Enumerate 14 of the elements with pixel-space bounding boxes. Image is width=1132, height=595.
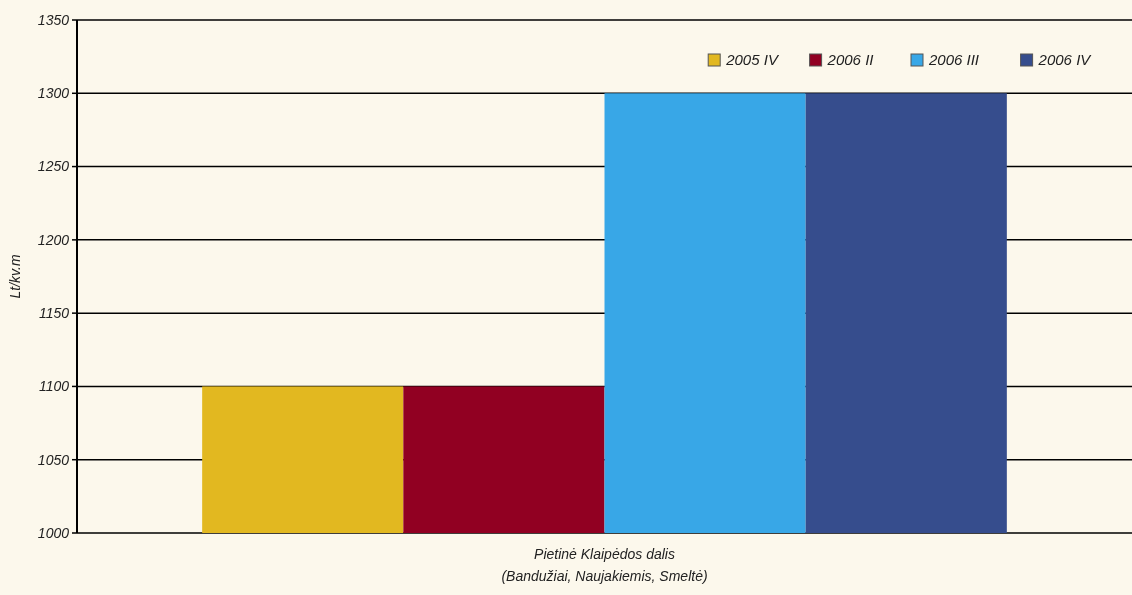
legend-label: 2006 II <box>826 51 874 69</box>
y-tick-label: 1200 <box>37 231 70 248</box>
y-tick-label: 1350 <box>37 11 70 28</box>
y-tick-label: 1000 <box>37 524 70 541</box>
legend-label: 2006 III <box>928 51 980 69</box>
legend-label: 2005 IV <box>725 51 780 69</box>
y-tick-label: 1100 <box>38 378 70 395</box>
y-tick-label: 1050 <box>37 451 70 468</box>
y-tick-label: 1250 <box>37 158 70 175</box>
x-tick-label: Pietinė Klaipėdos dalis (Bandužiai, Naujakiemis, Smeltė) <box>501 546 708 584</box>
y-axis-title: Lt/kv.m <box>7 254 23 299</box>
y-tick-label: 1150 <box>38 305 70 322</box>
legend-label: 2006 IV <box>1037 51 1093 69</box>
y-tick-label: 1300 <box>37 85 70 102</box>
